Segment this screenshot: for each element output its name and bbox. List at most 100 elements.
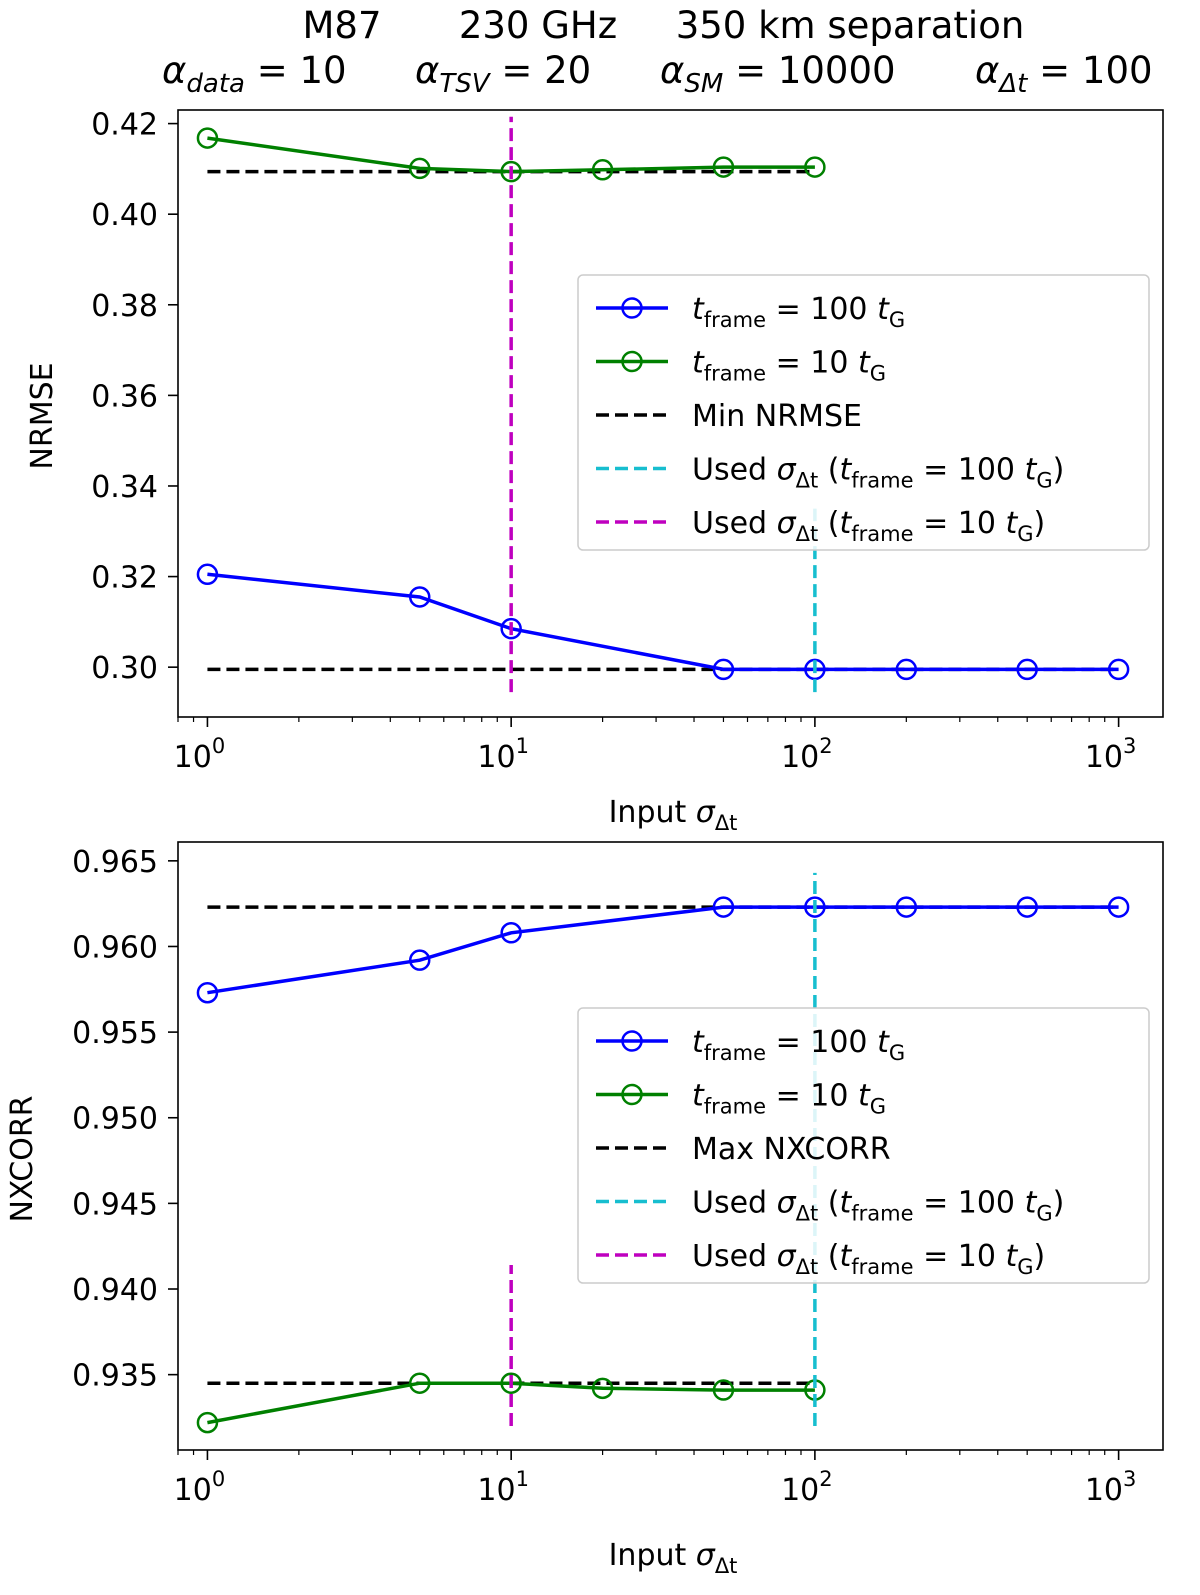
nrmse-x-axis-label: Input σΔt	[609, 795, 738, 835]
nxcorr-legend-box	[577, 1007, 1150, 1284]
nrmse-legend-label: tframe = 100 tG	[692, 292, 905, 332]
nrmse-series-line-tframe-10	[207, 136, 815, 174]
nxcorr-y-tick-label: 0.935	[72, 1359, 158, 1394]
nrmse-y-axis-label: NRMSE	[25, 362, 60, 469]
nxcorr-x-axis-label: Input σΔt	[609, 1538, 738, 1578]
nrmse-data-point	[408, 157, 431, 180]
nrmse-y-tick-label: 0.34	[91, 470, 158, 505]
nxcorr-legend-entry: Used σΔt (tframe = 100 tG)	[596, 1186, 1064, 1226]
nxcorr-legend-label: tframe = 100 tG	[692, 1025, 905, 1065]
nxcorr-legend-entry: tframe = 100 tG	[596, 1025, 905, 1065]
nrmse-data-point	[804, 658, 826, 681]
nrmse-data-point	[1016, 658, 1038, 681]
nrmse-legend-entry: tframe = 10 tG	[596, 346, 886, 386]
nxcorr-data-point	[712, 896, 735, 918]
nxcorr-data-point	[500, 922, 522, 944]
nxcorr-y-ticks: 0.935 0.940 0.945 0.950 0.955 0.960 0.965	[72, 845, 178, 1394]
nrmse-data-point	[895, 658, 918, 681]
nxcorr-data-point	[712, 1379, 735, 1401]
nxcorr-y-tick-label: 0.965	[72, 845, 158, 880]
nxcorr-data-point	[1107, 896, 1130, 918]
nrmse-y-tick-label: 0.36	[91, 379, 158, 414]
nxcorr-y-tick-label: 0.950	[72, 1102, 158, 1137]
nxcorr-data-point	[591, 1377, 614, 1400]
nrmse-data-point	[196, 127, 219, 149]
nrmse-legend-label: Min NRMSE	[692, 399, 862, 434]
title-object: M87	[302, 4, 381, 47]
nrmse-legend-entry: tframe = 100 tG	[596, 292, 905, 332]
nrmse-y-tick-label: 0.40	[91, 198, 158, 233]
nxcorr-y-axis-label: NXCORR	[5, 1095, 40, 1222]
nxcorr-series-line-tframe-100	[207, 905, 1119, 995]
title-weight-sm: αSM = 10000	[660, 49, 896, 99]
nrmse-data-point	[712, 156, 735, 178]
title-weight-data: αdata = 10	[162, 49, 347, 99]
nxcorr-x-tick-label: 102	[781, 1467, 833, 1508]
nrmse-axes-frame	[177, 109, 1164, 718]
nxcorr-data-point	[408, 949, 431, 971]
figure-title: M87 230 GHz 350 km separation αdata = 10…	[162, 4, 1153, 99]
nrmse-data-point	[591, 159, 614, 181]
nxcorr-series-line-tframe-10	[207, 1381, 815, 1425]
title-separation: 350 km separation	[676, 4, 1025, 47]
nrmse-data-point	[500, 617, 522, 640]
nrmse-legend-entry: Min NRMSE	[596, 399, 862, 434]
title-weight-δt: αΔt = 100	[975, 49, 1153, 99]
nxcorr-data-point	[500, 1372, 522, 1394]
nrmse-y-tick-label: 0.42	[91, 108, 158, 143]
nxcorr-legend: tframe = 100 tG tframe = 10 tG Max NXCORR U…	[577, 1007, 1150, 1284]
nrmse-legend-label: tframe = 10 tG	[692, 346, 886, 386]
nrmse-x-tick-label: 103	[1085, 734, 1137, 775]
nrmse-legend-label: Used σΔt (tframe = 100 tG)	[692, 453, 1064, 493]
nxcorr-x-tick-label: 100	[174, 1467, 226, 1508]
nxcorr-data-point	[1016, 896, 1038, 918]
nrmse-legend-box	[577, 274, 1150, 551]
nrmse-panel: 0.300.320.340.360.380.400.42 100 101 102 10…	[25, 108, 1164, 835]
nxcorr-data-point	[804, 896, 826, 918]
nxcorr-legend-marker	[621, 1030, 643, 1052]
nrmse-x-tick-label: 100	[174, 734, 226, 775]
nxcorr-axes-frame	[177, 841, 1164, 1451]
nxcorr-y-tick-label: 0.960	[72, 930, 158, 965]
nxcorr-legend-label: Used σΔt (tframe = 10 tG)	[692, 1239, 1045, 1279]
nrmse-x-tick-label: 101	[477, 734, 529, 775]
nxcorr-y-tick-label: 0.940	[72, 1273, 158, 1308]
nxcorr-legend-label: tframe = 10 tG	[692, 1079, 886, 1119]
nrmse-y-tick-label: 0.30	[91, 651, 158, 686]
title-weight-tsv: αTSV = 20	[415, 49, 591, 99]
nrmse-x-tick-label: 102	[781, 734, 833, 775]
nrmse-legend: tframe = 100 tG tframe = 10 tG Min NRMSE Us…	[577, 274, 1150, 551]
nxcorr-legend-label: Used σΔt (tframe = 100 tG)	[692, 1186, 1064, 1226]
nrmse-legend-marker	[621, 350, 643, 373]
nrmse-data-point	[500, 160, 522, 183]
nrmse-data-point	[196, 563, 219, 586]
nrmse-data-point	[804, 156, 826, 178]
nxcorr-legend-entry: Max NXCORR	[596, 1132, 891, 1167]
nrmse-legend-entry: Used σΔt (tframe = 100 tG)	[596, 453, 1064, 493]
nrmse-legend-marker	[621, 297, 643, 319]
nxcorr-data-point	[408, 1372, 431, 1394]
nrmse-y-tick-label: 0.32	[91, 561, 158, 596]
nxcorr-legend-marker	[621, 1083, 643, 1106]
title-regularizer-weights: αdata = 10 αTSV = 20 αSM = 10000 αΔt = 100	[162, 49, 1153, 99]
nxcorr-x-ticks: 100 101 102 103	[174, 1450, 1137, 1508]
nxcorr-y-tick-label: 0.945	[72, 1187, 158, 1222]
nrmse-y-tick-label: 0.38	[91, 289, 158, 324]
nxcorr-legend-entry: Used σΔt (tframe = 10 tG)	[596, 1239, 1045, 1279]
nrmse-legend-label: Used σΔt (tframe = 10 tG)	[692, 506, 1045, 546]
nxcorr-y-tick-label: 0.955	[72, 1016, 158, 1051]
nrmse-data-point	[1107, 658, 1130, 681]
title-frequency: 230 GHz	[459, 4, 617, 47]
nxcorr-x-tick-label: 103	[1085, 1467, 1137, 1508]
nxcorr-x-tick-label: 101	[477, 1467, 529, 1508]
nrmse-x-ticks: 100 101 102 103	[174, 717, 1137, 775]
nxcorr-legend-entry: tframe = 10 tG	[596, 1079, 886, 1119]
nxcorr-data-point	[196, 1411, 219, 1434]
nxcorr-legend-label: Max NXCORR	[692, 1132, 891, 1167]
nrmse-series-line-tframe-100	[207, 572, 1119, 672]
nrmse-y-ticks: 0.30 0.32 0.34 0.36 0.38 0.40 0.42	[91, 108, 178, 686]
nrmse-legend-entry: Used σΔt (tframe = 10 tG)	[596, 506, 1045, 546]
nxcorr-data-point	[895, 896, 918, 918]
